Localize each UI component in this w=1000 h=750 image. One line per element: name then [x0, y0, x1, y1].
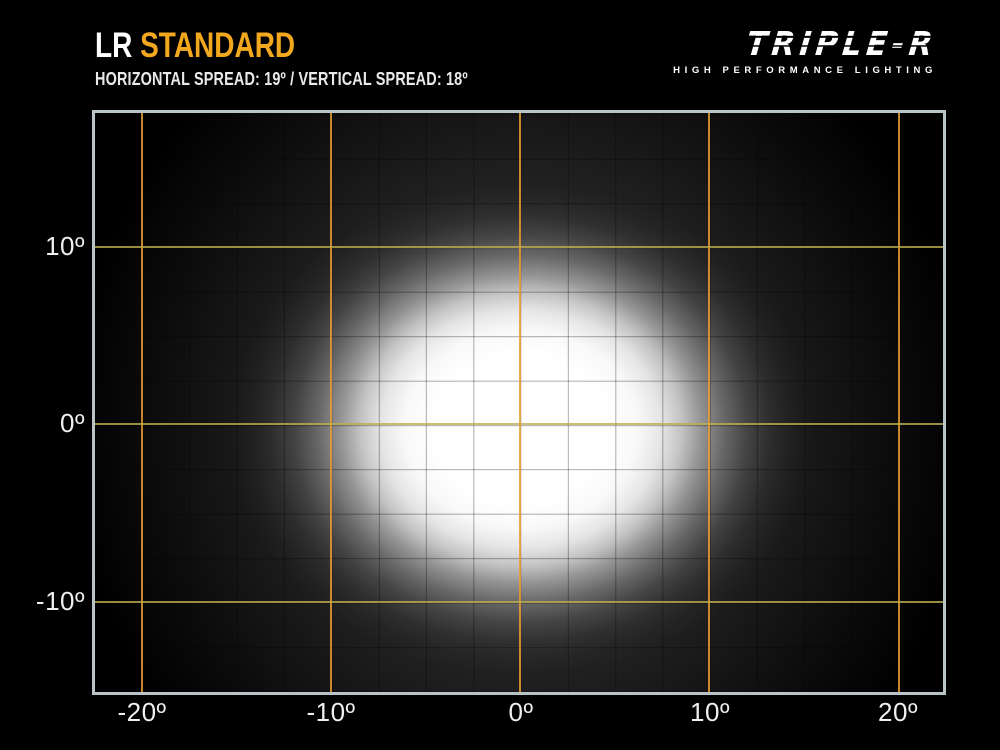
y-tick-label: -10º: [35, 586, 85, 616]
y-tick-label: 0º: [60, 408, 85, 438]
grid-line-x-neg20: [141, 113, 143, 692]
page-title-prefix: LR: [95, 26, 133, 65]
y-tick-label: 10º: [45, 231, 85, 261]
x-tick-label: -20º: [117, 697, 167, 727]
grid-line-x-0: [519, 113, 521, 692]
grid-line-y-0: [95, 423, 943, 425]
beam-pattern-chart: [92, 110, 946, 695]
brand-logo: TRIPLE-R HIGH PERFORMANCE LIGHTING: [673, 24, 940, 76]
x-tick-label: -10º: [306, 697, 356, 727]
grid-line-x-neg10: [330, 113, 332, 692]
page-title: LR STANDARD: [95, 27, 477, 65]
grid-line-y-pos10: [95, 246, 943, 248]
grid-line-x-pos20: [898, 113, 900, 692]
x-tick-label: 10º: [690, 697, 730, 727]
grid-line-y-neg10: [95, 601, 943, 603]
x-tick-label: 20º: [878, 697, 918, 727]
brand-logo-wordmark: TRIPLE-R: [744, 24, 940, 63]
header: LR STANDARD HORIZONTAL SPREAD: 19º / VER…: [95, 27, 573, 90]
beam-spread-subtitle: HORIZONTAL SPREAD: 19º / VERTICAL SPREAD…: [95, 68, 468, 89]
brand-logo-tagline: HIGH PERFORMANCE LIGHTING: [673, 65, 937, 76]
x-tick-label: 0º: [508, 697, 534, 727]
grid-line-x-pos10: [708, 113, 710, 692]
page-title-suffix: STANDARD: [140, 26, 296, 65]
